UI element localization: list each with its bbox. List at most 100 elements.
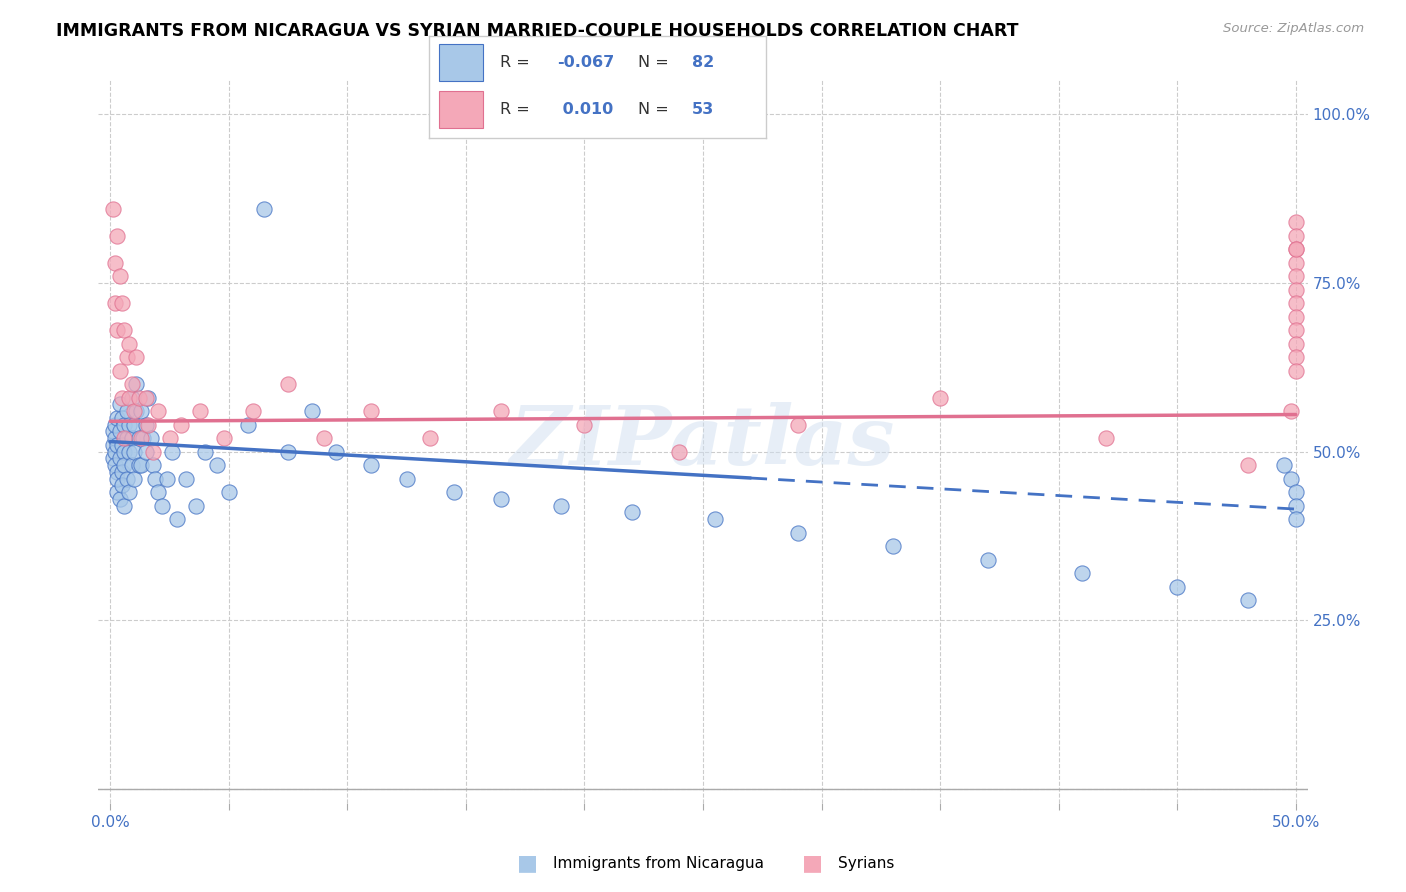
Point [139,431,162,445]
Point [111,391,134,405]
Point [1272,458,1295,472]
Point [108,269,131,284]
Point [118,444,141,458]
Point [1285,310,1308,324]
Point [1095,431,1118,445]
Point [184,499,207,513]
Point [115,472,138,486]
Bar [439,91,482,128]
Text: -0.067: -0.067 [557,54,614,70]
Point [125,350,148,364]
Point [1237,593,1260,607]
Point [1285,499,1308,513]
Point [491,491,513,506]
Point [1285,336,1308,351]
Point [312,431,335,445]
Point [1285,485,1308,500]
Point [118,417,141,432]
Point [166,512,188,526]
Point [159,431,181,445]
Point [114,458,136,472]
Point [325,444,347,458]
Point [1285,228,1308,243]
Point [142,444,165,458]
Point [277,377,299,392]
Point [236,417,259,432]
Point [111,478,134,492]
Point [121,377,143,392]
Point [136,391,159,405]
Text: Immigrants from Nicaragua: Immigrants from Nicaragua [553,856,763,871]
Point [786,417,808,432]
Point [703,512,725,526]
Point [108,364,131,378]
Point [125,377,148,392]
Point [122,472,145,486]
Text: ■: ■ [517,854,537,873]
Point [146,485,169,500]
Point [253,202,276,216]
Point [491,404,513,418]
Point [242,404,264,418]
Point [152,499,174,513]
Point [1279,404,1302,418]
Point [114,499,136,513]
Point [1285,350,1308,364]
Point [277,444,299,458]
Point [114,417,136,432]
Point [136,417,159,432]
Point [174,472,197,486]
Point [190,404,212,418]
Point [395,472,418,486]
Point [301,404,323,418]
Point [115,350,138,364]
Point [101,451,124,466]
Text: Source: ZipAtlas.com: Source: ZipAtlas.com [1223,22,1364,36]
Point [118,485,141,500]
Point [101,425,124,439]
Point [574,417,596,432]
Point [105,465,128,479]
Point [143,472,166,486]
Point [105,485,128,500]
Point [360,404,382,418]
Point [101,202,124,216]
Point [105,438,128,452]
Point [104,458,127,472]
Point [1285,512,1308,526]
Point [160,444,183,458]
Text: R =: R = [499,102,530,117]
Point [1071,566,1094,581]
Point [114,323,136,337]
Point [128,431,150,445]
Point [118,336,141,351]
Point [104,296,127,310]
Point [115,431,138,445]
Point [129,404,152,418]
Point [121,391,143,405]
Point [104,444,127,458]
Point [929,391,952,405]
Point [111,465,134,479]
Point [1285,323,1308,337]
Text: 82: 82 [692,54,714,70]
Point [170,417,193,432]
Point [114,444,136,458]
Point [105,411,128,425]
Point [135,444,157,458]
Text: Syrians: Syrians [838,856,894,871]
Point [550,499,572,513]
Point [128,391,150,405]
Point [882,539,904,553]
Point [108,425,131,439]
Point [121,458,143,472]
Point [108,451,131,466]
Point [443,485,465,500]
Point [786,525,808,540]
Point [104,431,127,445]
Point [118,391,141,405]
Bar [439,44,482,81]
Point [111,438,134,452]
Point [360,458,382,472]
Point [101,438,124,452]
